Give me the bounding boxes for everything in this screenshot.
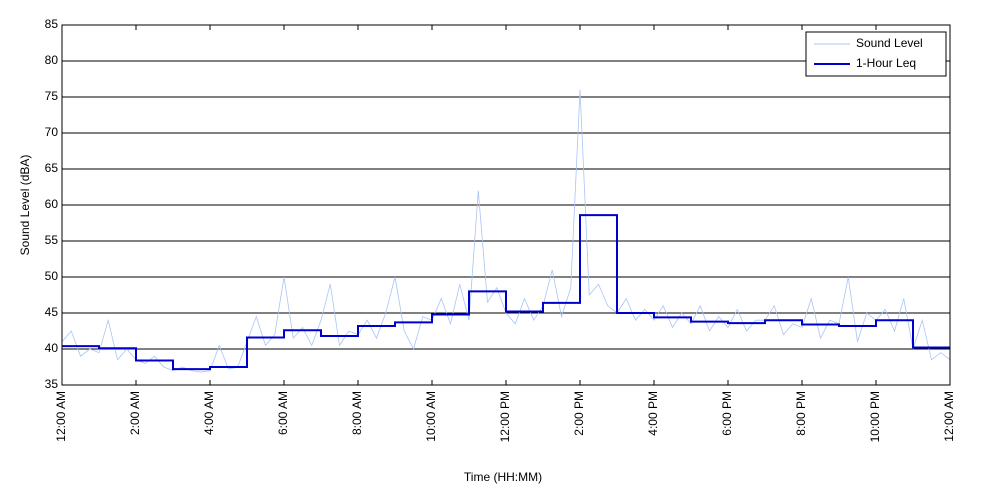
legend-label: Sound Level [856,36,923,50]
x-tick-label: 2:00 PM [572,391,586,436]
x-tick-label: 10:00 PM [868,391,882,442]
x-tick-label: 2:00 AM [128,391,142,435]
y-tick-label: 65 [45,161,59,175]
x-tick-label: 12:00 PM [498,391,512,442]
x-axis-label: Time (HH:MM) [464,470,542,484]
y-tick-label: 55 [45,233,59,247]
y-tick-label: 70 [45,125,59,139]
x-tick-label: 8:00 AM [350,391,364,435]
series-line [61,89,951,373]
y-tick-label: 50 [45,269,59,283]
y-tick-label: 60 [45,197,59,211]
series-line [62,214,950,371]
legend-label: 1-Hour Leq [856,56,916,70]
y-tick-label: 40 [45,341,59,355]
x-tick-label: 4:00 PM [646,391,660,436]
y-axis-label: Sound Level (dBA) [18,155,32,256]
y-tick-label: 80 [45,53,59,67]
x-tick-label: 6:00 AM [276,391,290,435]
x-tick-label: 6:00 PM [720,391,734,436]
legend-box [805,31,947,77]
y-tick-label: 35 [45,377,59,391]
plot-border [61,24,951,386]
x-tick-label: 10:00 AM [424,391,438,442]
x-tick-label: 12:00 AM [942,391,956,442]
y-tick-label: 85 [45,17,59,31]
x-tick-label: 12:00 AM [54,391,68,442]
x-tick-label: 4:00 AM [202,391,216,435]
y-tick-label: 75 [45,89,59,103]
x-tick-label: 8:00 PM [794,391,808,436]
y-tick-label: 45 [45,305,59,319]
